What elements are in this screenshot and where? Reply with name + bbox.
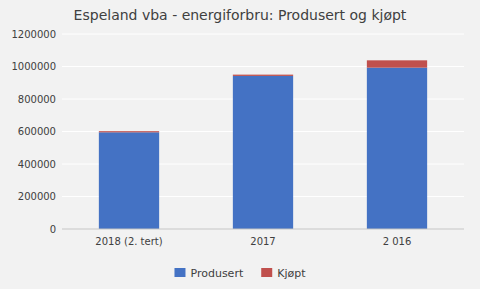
page: {"chart_data": {"type": "bar", "stacked"… bbox=[0, 0, 480, 289]
x-axis: 2018 (2. tert) 2017 2 016 bbox=[95, 236, 411, 247]
x-tick-label: 2017 bbox=[250, 236, 275, 247]
bar bbox=[233, 75, 293, 76]
y-tick-label: 400000 bbox=[18, 159, 56, 170]
legend-item: Produsert bbox=[174, 267, 243, 280]
y-tick-label: 800000 bbox=[18, 94, 56, 105]
y-tick-label: 1200000 bbox=[11, 29, 56, 40]
y-tick-label: 1000000 bbox=[11, 61, 56, 72]
bar bbox=[99, 131, 159, 132]
legend: Produsert Kjøpt bbox=[174, 267, 306, 280]
title: Espeland vba - energiforbru: Produsert o… bbox=[74, 7, 407, 23]
bar bbox=[233, 76, 293, 229]
legend-label: Kjøpt bbox=[277, 267, 306, 280]
legend-swatch bbox=[261, 268, 272, 277]
chart-svg: Espeland vba - energiforbru: Produsert o… bbox=[0, 0, 480, 289]
x-tick-label: 2018 (2. tert) bbox=[95, 236, 162, 247]
y-tick-label: 200000 bbox=[18, 191, 56, 202]
grid-line bbox=[62, 229, 464, 230]
background bbox=[0, 0, 480, 289]
legend-label: Produsert bbox=[190, 267, 243, 280]
bar bbox=[99, 132, 159, 229]
x-axis-line bbox=[62, 229, 464, 230]
y-tick-label: 0 bbox=[50, 224, 56, 235]
y-axis: 0 200000 400000 600000 800000 1000000 1200000 bbox=[11, 29, 464, 235]
y-tick-label: 600000 bbox=[18, 126, 56, 137]
legend-item: Kjøpt bbox=[261, 267, 306, 280]
bar bbox=[367, 60, 427, 67]
legend-swatch bbox=[174, 268, 185, 277]
x-tick-label: 2 016 bbox=[383, 236, 412, 247]
bar bbox=[367, 68, 427, 229]
bars bbox=[99, 60, 427, 229]
chart-container: Espeland vba - energiforbru: Produsert o… bbox=[0, 0, 480, 289]
grid-line bbox=[62, 34, 464, 35]
